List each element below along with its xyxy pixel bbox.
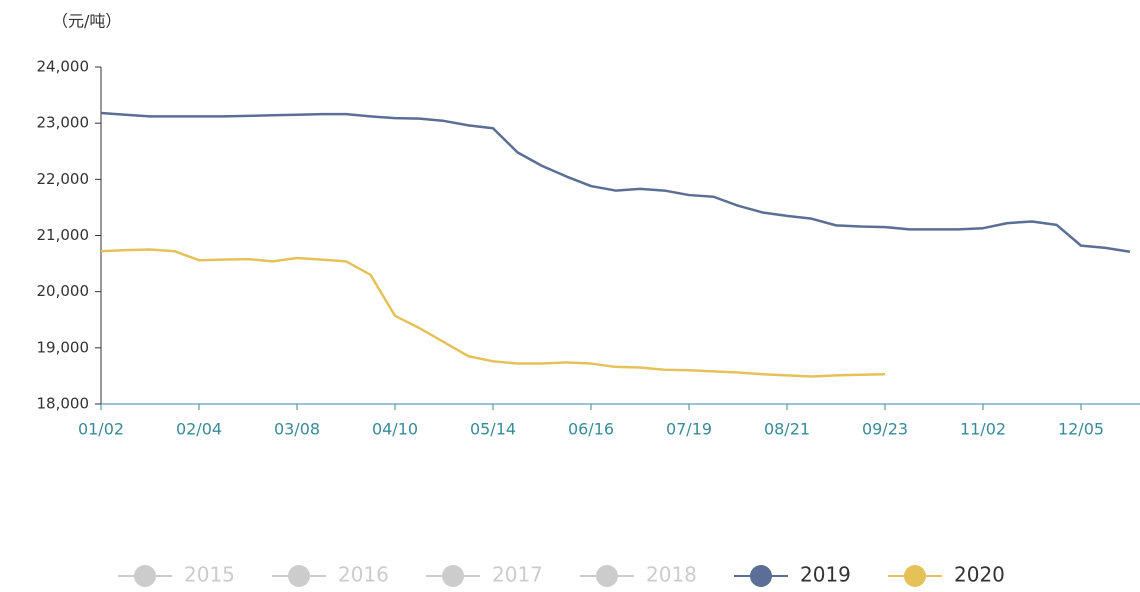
y-tick-label: 20,000 [37,282,90,300]
legend-marker [750,565,772,587]
y-tick-label: 18,000 [37,395,90,413]
legend-label: 2016 [338,563,389,587]
y-tick-label: 22,000 [37,170,90,188]
x-tick-label: 03/08 [274,420,320,439]
legend-label: 2017 [492,563,543,587]
y-tick-label: 19,000 [37,338,90,356]
legend-label: 2015 [184,563,235,587]
series-line [100,111,1131,254]
legend-marker [442,565,464,587]
y-tick-label: 24,000 [37,58,90,76]
legend-label: 2020 [954,563,1005,587]
y-tick-label: 21,000 [37,226,90,244]
legend-label: 2019 [800,563,851,587]
legend-marker [288,565,310,587]
x-tick-label: 06/16 [568,420,614,439]
x-tick-label: 11/02 [960,420,1006,439]
series-line [100,248,886,378]
x-tick-label: 12/05 [1058,420,1104,439]
x-tick-label: 04/10 [372,420,418,439]
y-tick-label: 23,000 [37,114,90,132]
x-tick-label: 08/21 [764,420,810,439]
x-tick-label: 01/02 [78,420,124,439]
x-tick-label: 07/19 [666,420,712,439]
legend-marker [134,565,156,587]
x-tick-label: 09/23 [862,420,908,439]
legend-label: 2018 [646,563,697,587]
legend-marker [596,565,618,587]
y-axis-label: （元/吨） [52,12,121,31]
x-tick-label: 02/04 [176,420,222,439]
legend-marker [904,565,926,587]
x-tick-label: 05/14 [470,420,516,439]
